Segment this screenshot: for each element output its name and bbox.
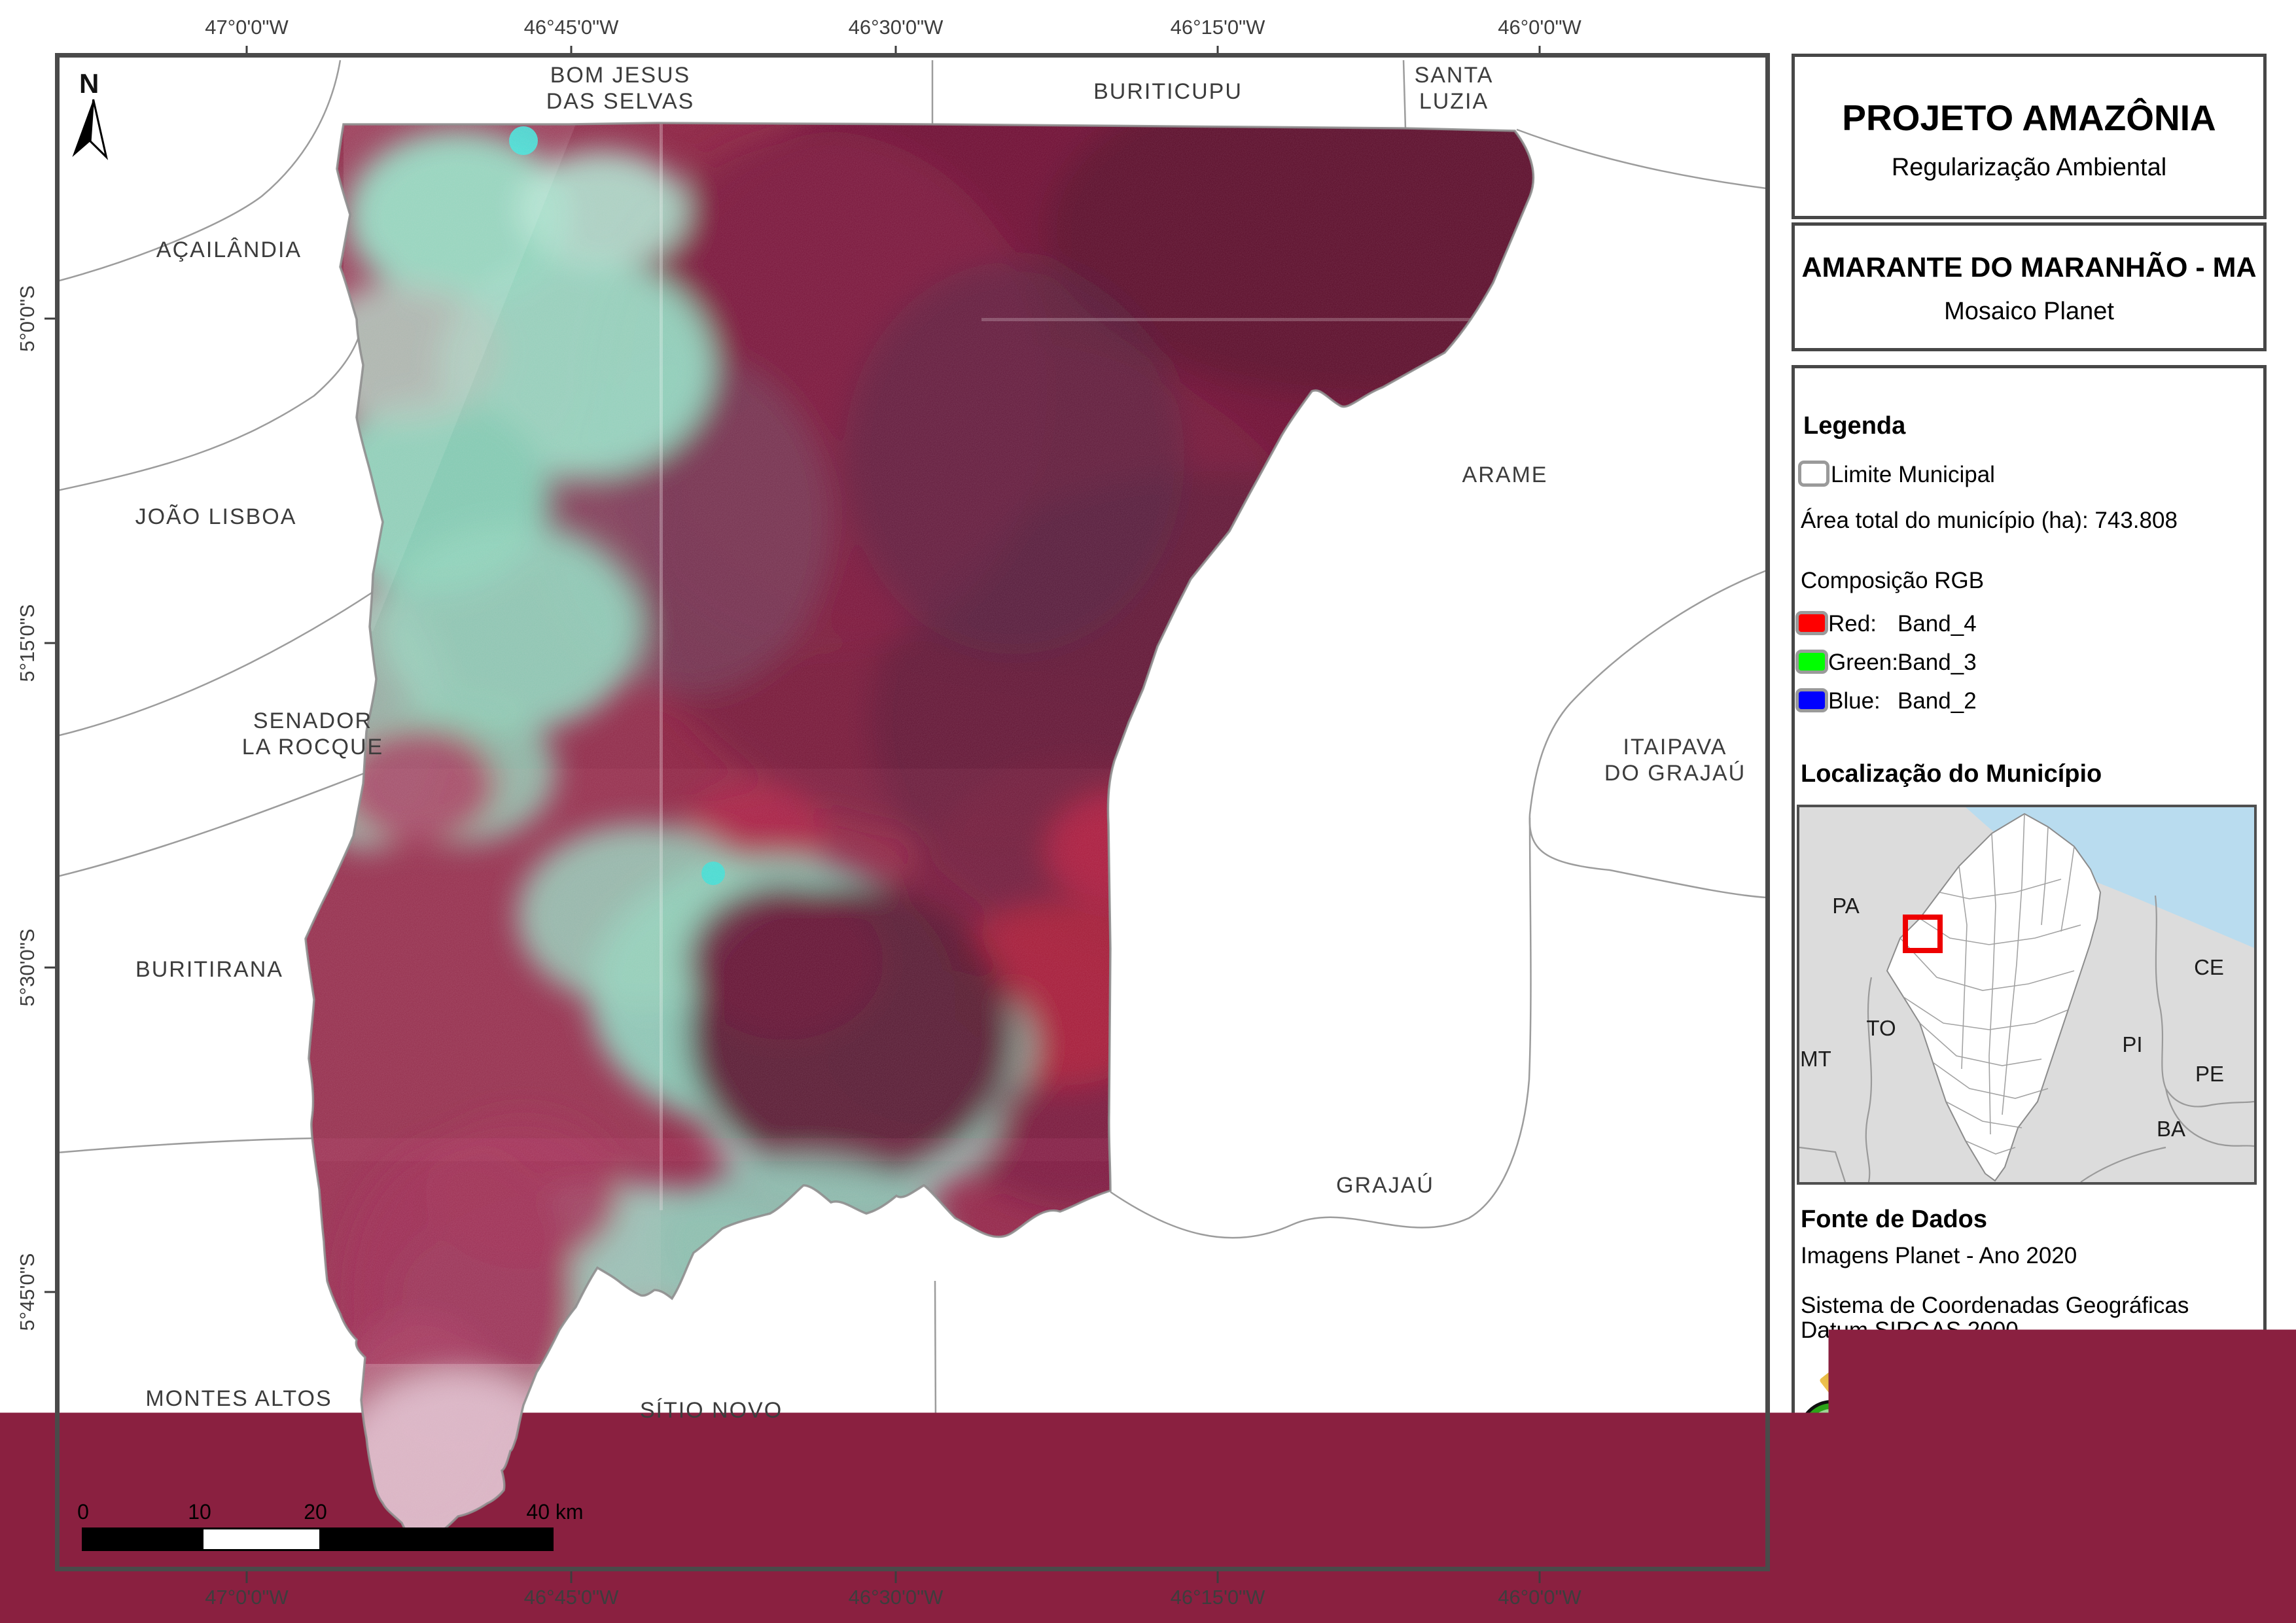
green-channel-label: Green: [1828, 650, 1898, 676]
label-santa-luzia: SANTA LUZIA [1415, 62, 1494, 114]
satellite-mosaic [281, 39, 1701, 1583]
lon-label-bottom: 46°45'0"W [524, 1586, 619, 1609]
fundo-amazonia-logo-line1: FUNDO [1964, 1391, 2238, 1429]
lon-label-top: 46°15'0"W [1171, 16, 1265, 39]
source-line1: Imagens Planet - Ano 2020 [1801, 1243, 2077, 1269]
inset-state-ce: CE [2194, 955, 2224, 980]
scale-bar-segment [84, 1529, 202, 1549]
product-subtitle: Mosaico Planet [1792, 298, 2267, 326]
lat-label: 5°45'0"S [16, 1253, 39, 1331]
green-band-swatch [1795, 650, 1828, 674]
municipality-title: AMARANTE DO MARANHÃO - MA [1792, 252, 2267, 284]
inset-state-mt: MT [1800, 1047, 1831, 1072]
north-arrow-icon [67, 96, 120, 161]
lat-label: 5°30'0"S [16, 929, 39, 1007]
area-total-text: Área total do município (ha): 743.808 [1801, 508, 2178, 534]
lon-label-top: 47°0'0"W [205, 16, 289, 39]
label-joao-lisboa: JOÃO LISBOA [135, 504, 297, 530]
lon-label-top: 46°30'0"W [849, 16, 944, 39]
red-band-label: Band_4 [1898, 611, 1977, 637]
location-inset-map: PA CE PI PE BA TO MT [1797, 805, 2257, 1185]
blue-channel-label: Blue: [1828, 688, 1881, 714]
lon-label-bottom: 46°30'0"W [849, 1586, 944, 1609]
lon-label-top: 46°0'0"W [1498, 16, 1581, 39]
source-line2: Sistema de Coordenadas Geográficas [1801, 1293, 2189, 1319]
scale-bar [82, 1527, 554, 1551]
lat-label: 5°0'0"S [16, 285, 39, 352]
inset-state-pi: PI [2122, 1032, 2142, 1057]
label-acailandia: AÇAILÂNDIA [156, 237, 302, 263]
inset-state-to: TO [1866, 1016, 1896, 1041]
source-line3: Datum SIRGAS 2000 [1801, 1318, 2019, 1344]
fbds-logo-sphere [1798, 1400, 1866, 1468]
project-title: PROJETO AMAZÔNIA [1792, 97, 2267, 139]
bndes-logo-icon [1793, 1514, 1826, 1546]
inset-map-canvas [1799, 807, 2254, 1182]
lon-label-bottom: 47°0'0"W [205, 1586, 289, 1609]
green-band-label: Band_3 [1898, 650, 1977, 676]
inset-state-ba: BA [2157, 1117, 2185, 1142]
patria-amada-brasil-flag-icon [2111, 1505, 2165, 1546]
ministerio-economia-logo: MINISTÉRIO DA ECONOMIA [1937, 1518, 2017, 1569]
scale-bar-segment [321, 1529, 552, 1549]
ministerio-economia-line2: ECONOMIA [1937, 1550, 2017, 1569]
blue-band-label: Band_2 [1898, 688, 1977, 714]
project-subtitle: Regularização Ambiental [1792, 154, 2267, 182]
label-buriticupu: BURITICUPU [1093, 79, 1243, 105]
lon-label-bottom: 46°15'0"W [1171, 1586, 1265, 1609]
scalebar-10: 10 [188, 1500, 211, 1524]
rgb-heading: Composição RGB [1801, 568, 1984, 594]
label-arame: ARAME [1462, 462, 1548, 488]
panel-municipality-box [1792, 222, 2267, 351]
fundo-amazonia-logo-line2: AMAZÔNIA [1964, 1430, 2252, 1469]
governo-federal-text: GOVERNO FEDERAL [2171, 1549, 2296, 1560]
map-layout-page: { "panel": { "title": "PROJETO AMAZÔNIA"… [0, 0, 2296, 1623]
lon-label-bottom: 46°0'0"W [1498, 1586, 1581, 1609]
bndes-bird-glyph [1797, 1519, 1822, 1541]
scalebar-40km: 40 km [526, 1500, 583, 1524]
fbds-logo-text: fbds [1871, 1425, 1979, 1482]
blue-band-swatch [1795, 688, 1828, 712]
inset-state-pa: PA [1832, 894, 1860, 918]
legend-heading: Legenda [1803, 412, 1905, 440]
scalebar-20: 20 [304, 1500, 327, 1524]
limite-municipal-label: Limite Municipal [1831, 462, 1995, 488]
scalebar-0: 0 [77, 1500, 89, 1524]
scale-bar-segment [202, 1529, 321, 1549]
red-channel-label: Red: [1828, 611, 1877, 637]
ministerio-economia-line1: MINISTÉRIO DA [1937, 1518, 2017, 1550]
label-grajau: GRAJAÚ [1336, 1172, 1434, 1198]
north-label: N [79, 68, 99, 99]
label-montes-altos: MONTES ALTOS [145, 1386, 332, 1412]
red-band-swatch [1795, 611, 1828, 635]
location-heading: Localização do Município [1801, 760, 2102, 788]
label-bom-jesus-das-selvas: BOM JESUS DAS SELVAS [546, 62, 695, 114]
limite-municipal-swatch [1798, 461, 1829, 487]
label-buritirana: BURITIRANA [135, 956, 283, 983]
label-senador-la-rocque: SENADOR LA ROCQUE [242, 708, 383, 760]
label-sitio-novo: SÍTIO NOVO [640, 1397, 783, 1423]
source-heading: Fonte de Dados [1801, 1206, 1987, 1234]
label-itaipava-do-grajau: ITAIPAVA DO GRAJAÚ [1604, 734, 1746, 786]
lon-label-top: 46°45'0"W [524, 16, 619, 39]
lat-label: 5°15'0"S [16, 604, 39, 682]
inset-state-pe: PE [2195, 1062, 2224, 1087]
